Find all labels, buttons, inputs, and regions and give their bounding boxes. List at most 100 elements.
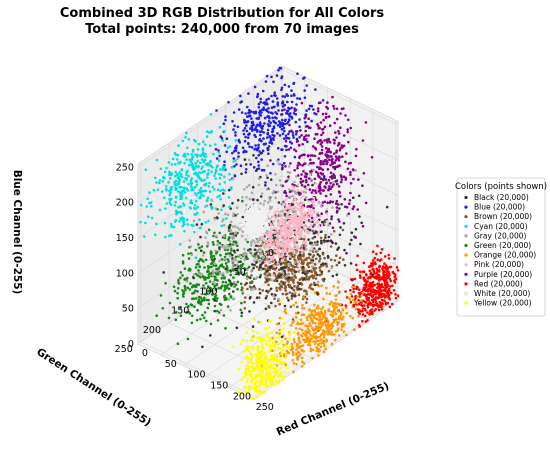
point-blue (270, 94, 273, 98)
point-orange (308, 309, 311, 312)
point-red (358, 288, 361, 292)
point-brown (255, 265, 259, 269)
point-orange (322, 297, 325, 301)
point-orange (308, 322, 311, 325)
point-pink (299, 216, 303, 220)
point-purple (347, 202, 351, 205)
y-axis-label: Green Channel (0-255) (34, 346, 153, 429)
point-cyan (217, 159, 221, 162)
point-yellow (259, 375, 263, 379)
point-blue (266, 128, 270, 132)
point-cyan (184, 155, 187, 158)
point-yellow (278, 361, 281, 365)
point-cyan (170, 222, 173, 226)
point-white (241, 223, 244, 227)
point-yellow (241, 338, 245, 342)
point-red (358, 270, 362, 274)
point-yellow (274, 379, 278, 383)
point-red (372, 270, 376, 273)
point-orange (326, 332, 330, 336)
point-green (236, 231, 239, 235)
point-pink (324, 222, 327, 226)
point-purple (321, 201, 325, 204)
point-blue (269, 172, 272, 175)
point-orange (301, 344, 305, 347)
point-brown (300, 287, 303, 291)
point-green (187, 305, 190, 308)
point-red (388, 298, 392, 301)
point-cyan (177, 205, 180, 209)
point-red (380, 295, 384, 299)
point-green (238, 271, 241, 275)
point-yellow (246, 367, 249, 370)
point-green (207, 275, 211, 279)
point-gray (312, 248, 315, 252)
point-orange (319, 345, 323, 349)
point-green (189, 282, 192, 285)
point-pink (254, 242, 258, 245)
point-orange (336, 309, 340, 313)
point-pink (283, 199, 287, 202)
point-yellow (264, 363, 267, 366)
point-cyan (218, 194, 221, 197)
point-black (359, 242, 362, 246)
point-purple (296, 166, 299, 170)
point-blue (257, 154, 261, 157)
point-gray (204, 236, 207, 239)
point-gray (275, 183, 278, 187)
point-green (210, 265, 213, 269)
point-pink (290, 226, 294, 230)
point-yellow (288, 330, 291, 333)
point-gray (224, 212, 227, 216)
point-yellow (267, 342, 270, 346)
point-pink (291, 201, 295, 204)
point-gray (250, 191, 254, 194)
point-cyan (181, 224, 184, 228)
point-green (164, 282, 167, 285)
point-red (350, 295, 354, 298)
point-cyan (193, 230, 196, 234)
point-purple (304, 115, 308, 119)
point-red (368, 281, 372, 285)
point-yellow (248, 346, 251, 350)
point-black (302, 277, 306, 281)
point-brown (308, 286, 311, 289)
point-yellow (270, 354, 273, 357)
point-orange (328, 302, 332, 306)
point-orange (332, 285, 336, 288)
point-purple (354, 236, 358, 239)
point-pink (286, 224, 290, 227)
point-cyan (188, 158, 191, 161)
point-purple (334, 131, 337, 134)
point-red (387, 257, 391, 260)
point-orange (311, 320, 315, 323)
point-brown (323, 256, 326, 260)
point-brown (267, 305, 271, 308)
point-cyan (200, 189, 204, 193)
point-pink (298, 220, 302, 223)
point-yellow (240, 360, 244, 364)
point-blue (267, 152, 270, 155)
point-cyan (186, 218, 189, 221)
point-pink (325, 212, 329, 215)
point-pink (304, 242, 308, 246)
point-cyan (200, 167, 203, 171)
point-gray (213, 262, 217, 266)
point-yellow (252, 397, 256, 401)
point-orange (275, 322, 279, 326)
point-green (235, 271, 238, 275)
point-red (374, 262, 377, 266)
point-orange (296, 333, 300, 336)
point-brown (286, 279, 290, 282)
point-black (298, 282, 302, 286)
point-black (195, 223, 199, 226)
point-green (198, 246, 201, 250)
point-orange (302, 362, 306, 365)
grid-line (281, 139, 399, 196)
point-orange (301, 360, 304, 364)
point-yellow (265, 385, 268, 389)
point-purple (331, 185, 334, 188)
point-cyan (186, 146, 189, 150)
point-cyan (191, 155, 195, 158)
point-orange (305, 339, 309, 343)
